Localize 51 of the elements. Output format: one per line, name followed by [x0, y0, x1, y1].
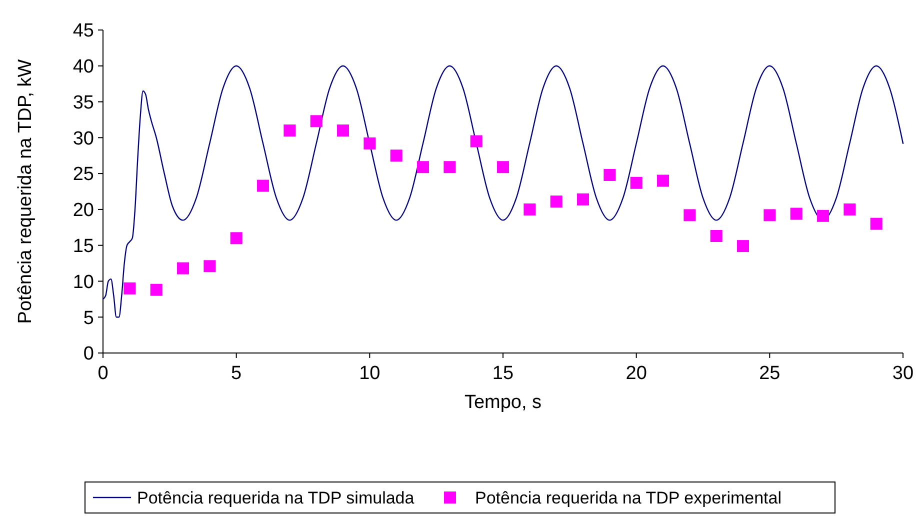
point [444, 161, 456, 174]
point [364, 137, 376, 150]
point [684, 209, 696, 222]
x-tick-label: 30 [892, 363, 914, 384]
point [230, 232, 242, 244]
y-tick-label: 40 [72, 56, 94, 78]
point [390, 150, 402, 162]
point [337, 124, 349, 136]
point [310, 115, 322, 128]
point [417, 161, 429, 174]
point [630, 176, 642, 189]
point [737, 240, 749, 252]
x-tick-label: 20 [626, 363, 647, 384]
point [257, 180, 269, 192]
point [550, 196, 562, 208]
x-tick-label: 10 [359, 363, 380, 384]
point [470, 135, 482, 148]
x-tick-label: 0 [98, 363, 108, 384]
point [657, 174, 669, 187]
point [790, 208, 802, 220]
line-series [102, 65, 904, 318]
x-tick-label: 25 [759, 363, 780, 384]
point [284, 124, 296, 136]
y-tick-label: 10 [72, 272, 94, 293]
y-tick-label: 45 [72, 20, 94, 42]
y-axis-title: Potência requerida na TDP, kW [15, 59, 36, 324]
point [604, 168, 616, 181]
point [710, 230, 722, 242]
point [177, 262, 189, 274]
y-tick-label: 15 [72, 236, 94, 257]
point [204, 260, 216, 272]
x-tick-label: 15 [492, 363, 514, 384]
y-tick-label: 20 [72, 200, 94, 222]
point [844, 203, 856, 216]
y-tick-label: 5 [83, 308, 94, 329]
point [817, 210, 829, 222]
x-tick-label: 5 [231, 363, 242, 384]
y-tick-label: 25 [72, 164, 94, 186]
point [524, 203, 536, 216]
legend-label: Potência requerida na TDP experimental [475, 488, 782, 508]
point [497, 161, 509, 174]
x-axis-title: Tempo, s [464, 392, 542, 413]
y-tick-label: 0 [83, 344, 94, 365]
point [870, 218, 882, 230]
point [150, 284, 162, 296]
y-tick-label: 35 [72, 92, 94, 114]
point [124, 282, 136, 294]
y-tick-label: 30 [72, 128, 94, 150]
legend-label: Potência requerida na TDP simulada [137, 488, 415, 508]
point [577, 193, 589, 206]
point [764, 209, 776, 222]
